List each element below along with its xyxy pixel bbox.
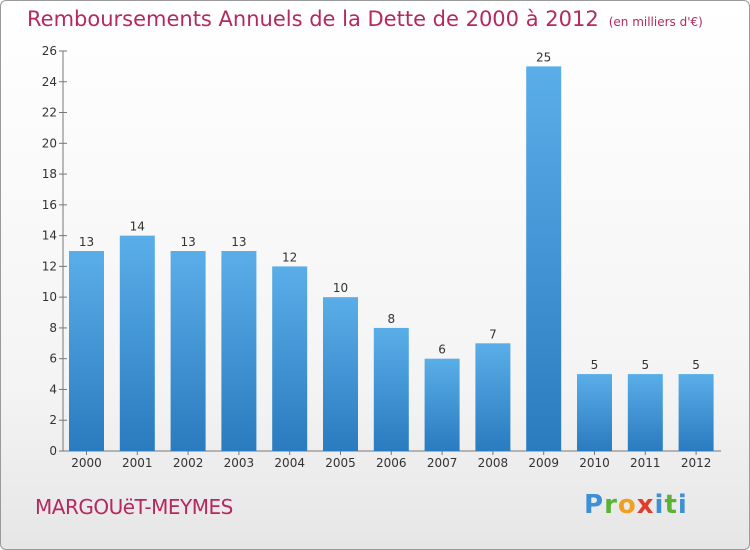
y-tick-label: 20: [42, 136, 57, 150]
value-label-2007: 6: [438, 343, 446, 357]
value-label-2009: 25: [536, 50, 551, 64]
bar-2009: [526, 66, 562, 451]
bars: [69, 66, 714, 451]
bar-2008: [475, 343, 511, 451]
value-label-2004: 12: [282, 250, 297, 264]
bar-2007: [424, 358, 460, 451]
y-tick-label: 22: [42, 106, 57, 120]
y-tick-label: 16: [42, 198, 57, 212]
x-tick-label-2012: 2012: [681, 456, 712, 470]
x-tick-label-2006: 2006: [376, 456, 407, 470]
value-label-2003: 13: [231, 235, 246, 249]
y-tick-label: 14: [42, 229, 57, 243]
y-tick-label: 4: [49, 382, 57, 396]
chart-title-text: Remboursements Annuels de la Dette de 20…: [27, 7, 599, 31]
x-tick-label-2007: 2007: [427, 456, 458, 470]
bar-2005: [323, 297, 358, 451]
y-tick-label: 10: [42, 290, 57, 304]
bar-2002: [170, 251, 206, 451]
commune-name: MARGOUëT-MEYMES: [35, 495, 233, 519]
value-label-2008: 7: [489, 327, 497, 341]
x-tick-label-2008: 2008: [478, 456, 509, 470]
x-tick-label-2009: 2009: [528, 456, 559, 470]
chart-subtitle: (en milliers d'€): [608, 15, 703, 29]
value-label-2002: 13: [180, 235, 195, 249]
labels: 13 2000 14 2001 13 2002 13 2003 12 2004 10 2005 8 200…: [71, 50, 711, 470]
x-tick-label-2005: 2005: [325, 456, 356, 470]
y-tick-label: 6: [49, 352, 57, 366]
x-tick-label-2010: 2010: [579, 456, 610, 470]
bar-2010: [577, 374, 612, 451]
y-tick-label: 0: [49, 444, 57, 458]
x-tick-label-2003: 2003: [224, 456, 255, 470]
bar-2011: [627, 374, 663, 451]
value-label-2011: 5: [641, 358, 649, 372]
value-label-2006: 8: [387, 312, 395, 326]
chart-title: Remboursements Annuels de la Dette de 20…: [27, 7, 703, 31]
y-tick-label: 12: [42, 259, 57, 273]
x-tick-label-2000: 2000: [71, 456, 102, 470]
x-tick-label-2002: 2002: [173, 456, 204, 470]
bar-2003: [221, 251, 257, 451]
y-tick-label: 8: [49, 321, 57, 335]
x-tick-label-2001: 2001: [122, 456, 153, 470]
bar-2000: [69, 251, 104, 451]
y-tick-label: 2: [49, 413, 57, 427]
x-tick-label-2004: 2004: [274, 456, 305, 470]
value-label-2001: 14: [130, 220, 145, 234]
bar-2012: [678, 374, 714, 451]
y-tick-label: 18: [42, 167, 57, 181]
x-tick-label-2011: 2011: [630, 456, 661, 470]
y-tick-label: 24: [42, 75, 57, 89]
y-tick-label: 26: [42, 44, 57, 58]
value-label-2005: 10: [333, 281, 348, 295]
value-label-2010: 5: [591, 358, 599, 372]
bar-2004: [272, 266, 308, 451]
value-label-2000: 13: [79, 235, 94, 249]
bar-2001: [119, 235, 155, 451]
proxiti-logo: Proxiti: [584, 490, 688, 520]
bar-2006: [373, 327, 409, 451]
value-label-2012: 5: [692, 358, 700, 372]
